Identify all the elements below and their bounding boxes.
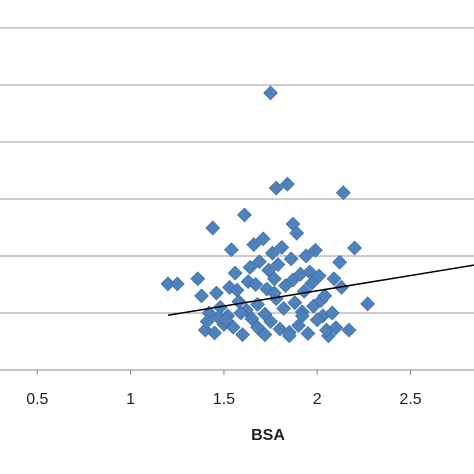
point bbox=[199, 314, 215, 329]
point bbox=[296, 283, 312, 299]
point bbox=[223, 242, 239, 258]
point bbox=[233, 305, 249, 321]
trend-line bbox=[167, 264, 474, 317]
point bbox=[263, 85, 279, 101]
point bbox=[218, 312, 234, 328]
point bbox=[194, 288, 209, 304]
point bbox=[265, 245, 280, 261]
point bbox=[235, 327, 251, 343]
point bbox=[205, 220, 221, 236]
point bbox=[335, 185, 351, 201]
point bbox=[257, 327, 273, 343]
point bbox=[276, 301, 292, 316]
x-tick-label: 2 bbox=[313, 391, 322, 408]
point bbox=[225, 319, 241, 335]
point bbox=[300, 326, 316, 341]
point bbox=[190, 271, 206, 287]
x-tick-label: 2.5 bbox=[399, 391, 421, 408]
point bbox=[317, 288, 333, 304]
point bbox=[324, 305, 340, 321]
point bbox=[237, 207, 252, 223]
point bbox=[341, 322, 357, 338]
point bbox=[207, 325, 223, 341]
point bbox=[257, 306, 273, 322]
point bbox=[279, 176, 295, 192]
x-axis-label: BSA bbox=[251, 427, 285, 444]
x-tick-label: 1 bbox=[126, 391, 135, 408]
point bbox=[209, 285, 224, 301]
point bbox=[332, 254, 348, 270]
point bbox=[309, 312, 325, 328]
point bbox=[246, 237, 262, 253]
point bbox=[302, 264, 318, 280]
point bbox=[248, 277, 264, 292]
point bbox=[250, 319, 265, 335]
point bbox=[360, 296, 376, 312]
point bbox=[298, 248, 314, 264]
point bbox=[294, 308, 310, 324]
point bbox=[242, 259, 258, 275]
point bbox=[229, 282, 245, 298]
x-tick-label: 0.5 bbox=[26, 391, 48, 408]
point bbox=[283, 251, 299, 267]
point bbox=[289, 225, 305, 241]
point bbox=[274, 240, 290, 255]
x-tick-label: 1.5 bbox=[213, 391, 235, 408]
point bbox=[347, 240, 362, 256]
point bbox=[268, 180, 284, 196]
point bbox=[281, 328, 297, 344]
point bbox=[227, 265, 243, 281]
point bbox=[259, 281, 275, 297]
point bbox=[311, 268, 327, 284]
point bbox=[251, 254, 267, 270]
point bbox=[270, 257, 286, 272]
point bbox=[169, 276, 185, 292]
point bbox=[261, 262, 277, 278]
point bbox=[287, 295, 303, 311]
point bbox=[326, 271, 342, 287]
point bbox=[307, 242, 323, 258]
point bbox=[255, 231, 271, 247]
point bbox=[304, 275, 320, 291]
point bbox=[328, 320, 344, 336]
